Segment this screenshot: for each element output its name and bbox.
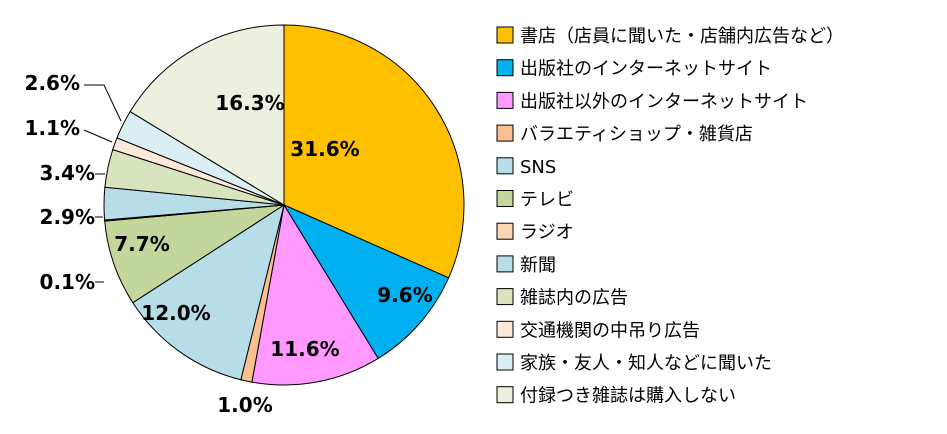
legend-label-12: 付録つき雑誌は購入しない: [520, 386, 736, 407]
legend-swatch-10: [496, 320, 514, 338]
legend-label-5: SNS: [520, 157, 556, 178]
legend-label-3: 出版社以外のインターネットサイト: [520, 91, 808, 112]
slice-12-value-label: 16.3%: [215, 91, 284, 115]
legend-swatch-2: [496, 59, 514, 77]
legend-label-10: 交通機関の中吊り広告: [520, 320, 700, 341]
slice-10-value-label: 1.1%: [25, 116, 80, 140]
slice-3-value-label: 11.6%: [270, 337, 339, 361]
legend-label-4: バラエティショップ・雑貨店: [520, 124, 753, 145]
legend: 書店（店員に聞いた・店舗内広告など） 出版社のインターネットサイト出版社以外のイン…: [496, 26, 844, 407]
legend-label-1: 書店（店員に聞いた・店舗内広告など）: [520, 26, 844, 47]
legend-swatch-11: [496, 353, 514, 371]
slice-1-value-label: 31.6%: [290, 137, 359, 161]
legend-swatch-12: [496, 386, 514, 404]
slice-4-value-label: 1.0%: [217, 393, 272, 417]
legend-label-8: 新聞: [520, 255, 556, 276]
legend-swatch-6: [496, 190, 514, 207]
slice-5-value-label: 12.0%: [141, 301, 210, 325]
legend-label-6: テレビ: [520, 190, 574, 211]
legend-swatch-7: [496, 222, 514, 240]
slice-11-leader-line: [84, 84, 122, 122]
pie-slices: [103, 24, 465, 386]
slice-8-value-label: 2.9%: [40, 205, 95, 229]
slice-10-leader-line: [83, 129, 113, 143]
slice-11-value-label: 2.6%: [25, 71, 80, 95]
slice-6-value-label: 7.7%: [114, 232, 169, 256]
legend-swatch-5: [496, 157, 514, 175]
slice-9-value-label: 3.4%: [40, 161, 95, 185]
legend-label-7: ラジオ: [520, 222, 574, 243]
slice-12-wedge: [129, 24, 285, 206]
legend-label-2: 出版社のインターネットサイト: [520, 59, 772, 80]
legend-swatch-3: [496, 91, 514, 109]
slice-3-wedge: [251, 203, 379, 386]
slice-5-wedge: [132, 203, 285, 381]
legend-swatch-1: [496, 26, 514, 44]
legend-swatch-4: [496, 124, 514, 142]
legend-swatch-9: [496, 288, 514, 306]
slice-7-value-label: 0.1%: [40, 270, 95, 294]
data-labels: 31.6% 9.6% 11.6% 1.0% 12.0% 7.7% 0.1% 2.9% 3.4% 1…: [25, 71, 433, 417]
legend-label-11: 家族・友人・知人などに聞いた: [520, 353, 772, 374]
legend-swatch-8: [496, 255, 514, 273]
slice-1-wedge: [283, 24, 465, 279]
slice-2-value-label: 9.6%: [377, 283, 432, 307]
leader-lines: [83, 84, 122, 283]
slice-2-wedge: [282, 203, 450, 360]
legend-label-9: 雑誌内の広告: [520, 288, 628, 309]
